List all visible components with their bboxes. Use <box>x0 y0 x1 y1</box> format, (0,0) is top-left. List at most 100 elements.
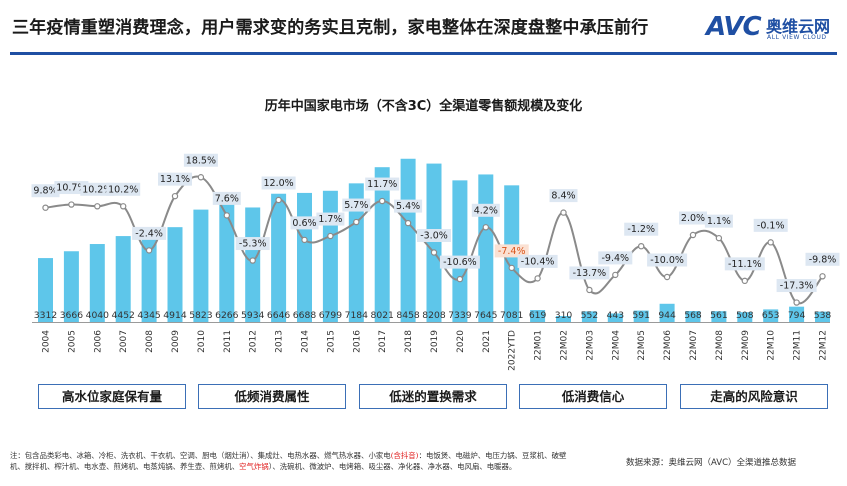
factor-box-low-frequency: 低频消费属性 <box>198 384 346 409</box>
chart-title: 历年中国家电市场（不含3C）全渠道零售额规模及变化 <box>264 99 583 114</box>
bar-value-label: 944 <box>658 310 676 321</box>
bar <box>789 306 805 322</box>
growth-point <box>119 203 127 210</box>
growth-label: 9.8% <box>33 186 57 197</box>
x-tick-label: 2018 <box>404 330 414 353</box>
growth-point <box>482 224 489 231</box>
growth-label: -2.4% <box>135 228 163 239</box>
bar-value-label: 8458 <box>396 310 420 321</box>
x-tick-label: 2006 <box>93 330 103 353</box>
bar <box>581 311 597 322</box>
growth-label-bg <box>569 266 610 280</box>
footnote-part3: ）、洗碗机、微波炉、电烤箱、吸尘器、净化器、净水器、电风扇、电暖器。 <box>268 462 517 471</box>
factor-box-replacement-demand: 低迷的置换需求 <box>359 384 507 409</box>
growth-point <box>249 257 256 264</box>
retail-sales-chart: 9.8%10.7%10.2%10.2%-2.4%13.1%18.5%7.6%-5… <box>31 153 840 371</box>
bar <box>556 316 571 322</box>
growth-point <box>223 212 230 219</box>
footnote-part2: ：电饭煲、电磁炉、电压力锅、豆浆机、破壁机、搅拌机、榨汁机、电水壶、煎烤机、电蒸… <box>10 451 567 471</box>
x-tick-label: 22M11 <box>793 330 803 361</box>
growth-label-bg <box>647 253 688 267</box>
growth-label-bg <box>776 279 817 293</box>
bar <box>115 236 131 322</box>
x-tick-label: 22M02 <box>560 330 570 361</box>
bar <box>245 207 261 322</box>
growth-label-bg <box>342 198 371 212</box>
bar-value-label: 7339 <box>448 310 472 321</box>
bar-value-label: 6646 <box>267 310 291 321</box>
growth-label-bg <box>132 226 167 240</box>
x-tick-label: 2009 <box>171 330 181 353</box>
x-tick-label: 22M07 <box>689 330 699 361</box>
header-rule <box>10 52 837 55</box>
growth-label: 13.1% <box>160 174 190 185</box>
growth-point <box>689 231 697 239</box>
x-tick-label: 2016 <box>352 330 362 353</box>
growth-label: -9.8% <box>809 254 837 265</box>
growth-label-bg <box>471 203 500 217</box>
page-title: 三年疫情重塑消费理念，用户需求变的务实且克制，家电整体在深度盘整中承压前行 <box>12 18 649 38</box>
bar <box>219 201 235 322</box>
x-tick-label: 2014 <box>301 330 311 353</box>
growth-label-bg <box>106 182 141 196</box>
growth-point <box>767 239 774 246</box>
growth-label: -3.0% <box>420 231 448 242</box>
growth-label: 1.1% <box>707 216 731 227</box>
bar-value-label: 7645 <box>474 310 498 321</box>
growth-point <box>819 273 826 280</box>
x-tick-label: 2007 <box>119 330 129 353</box>
bar <box>711 311 727 322</box>
bar <box>452 180 468 322</box>
bar-value-label: 6799 <box>319 310 343 321</box>
logo-mark: AVC <box>706 12 762 42</box>
growth-label: -5.3% <box>239 239 267 250</box>
growth-point <box>560 209 567 216</box>
x-tick-label: 22M01 <box>534 330 544 361</box>
growth-point <box>145 247 153 254</box>
growth-label: 7.6% <box>215 193 239 204</box>
growth-label: 18.5% <box>186 155 216 166</box>
growth-point <box>171 192 179 200</box>
growth-point <box>301 236 308 244</box>
data-source: 数据来源：奥维云网（AVC）全渠道推总数据 <box>626 458 797 468</box>
growth-label: 8.4% <box>551 191 575 202</box>
x-tick-label: 2008 <box>145 330 155 353</box>
x-tick-label: 22M08 <box>715 330 725 361</box>
bar <box>89 244 105 322</box>
footnote-red1: (含抖音) <box>390 451 419 460</box>
growth-point <box>379 197 386 205</box>
growth-label: 12.0% <box>264 178 294 189</box>
bar <box>297 192 312 322</box>
growth-point <box>793 299 800 306</box>
x-tick-label: 22M03 <box>585 330 595 361</box>
bar <box>607 313 623 322</box>
growth-label: -10.0% <box>650 255 684 266</box>
bar <box>374 167 390 322</box>
growth-label-bg <box>80 182 115 196</box>
x-tick-label: 2021 <box>482 330 492 353</box>
bar-value-label: 4040 <box>86 310 110 321</box>
x-tick-label: 2013 <box>275 330 285 353</box>
growth-point <box>508 264 515 272</box>
growth-label: 10.7% <box>56 183 86 194</box>
growth-label: 11.7% <box>367 179 397 190</box>
growth-point <box>404 219 412 227</box>
bar <box>478 174 494 322</box>
bar-value-label: 591 <box>632 310 650 321</box>
growth-label-bg <box>679 211 707 225</box>
growth-label: 5.7% <box>344 200 368 211</box>
growth-label-bg <box>549 189 578 203</box>
bar <box>322 190 338 322</box>
growth-point <box>68 201 75 208</box>
factor-box-consumer-confidence: 低消费信心 <box>519 384 667 409</box>
growth-label-bg <box>365 177 400 191</box>
x-tick-label: 22M10 <box>767 330 777 361</box>
bar-value-label: 619 <box>529 310 547 321</box>
bar <box>271 193 287 322</box>
x-tick-label: 2017 <box>378 330 388 353</box>
logo-name-cn: 奥维云网 <box>766 17 831 36</box>
growth-point <box>612 271 619 279</box>
growth-label-bg <box>417 229 451 242</box>
growth-label-bg <box>316 212 345 226</box>
growth-label: -17.3% <box>780 281 814 292</box>
